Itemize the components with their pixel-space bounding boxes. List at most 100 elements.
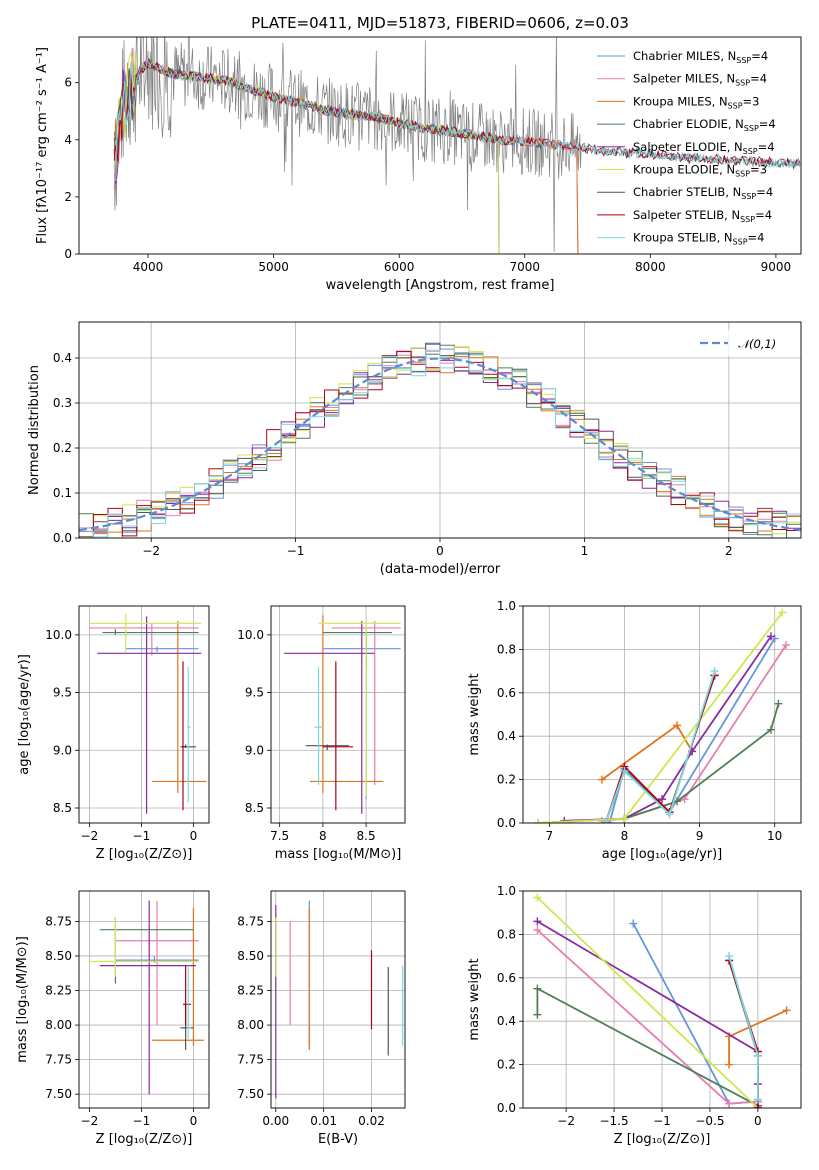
residuals-ylabel: Normed distribution: [27, 365, 42, 495]
age-vs-mass-xtick-label: 7.5: [270, 829, 289, 843]
spectrum-xlabel: wavelength [Angstrom, rest frame]: [326, 278, 555, 293]
mass-vs-EBV-xlabel: E(B-V): [318, 1132, 358, 1147]
mass-weight-vs-age-ytick-label: 0.6: [497, 686, 516, 700]
mass-weight-vs-Z-xtick-label: −1: [653, 1114, 671, 1128]
mass-weight-vs-age-marker: [597, 775, 606, 784]
mass-weight-vs-age-series-line: [601, 644, 787, 822]
normal-reference-curve: [79, 357, 801, 532]
mass-weight-vs-Z-series-line: [632, 923, 758, 1105]
mass-vs-EBV-plot-area: [275, 900, 404, 1099]
age-vs-Z-xtick-label: −2: [81, 829, 99, 843]
mass-weight-vs-age-series-line: [537, 611, 783, 823]
mass-weight-vs-Z-marker: [533, 1010, 542, 1019]
spectrum-model-line: [113, 48, 579, 254]
mass-vs-Z-ytick-label: 7.75: [45, 1053, 72, 1067]
age-vs-Z-ytick-label: 9.5: [53, 686, 72, 700]
residuals-ytick-label: 0.0: [53, 531, 72, 545]
mass-weight-vs-age-ytick-label: 0.0: [497, 816, 516, 830]
mass-weight-vs-Z-marker: [782, 1006, 791, 1015]
age-vs-Z-xlabel: Z [log₁₀(Z/Z⊙)]: [96, 847, 193, 862]
mass-weight-vs-Z-ytick-label: 0.0: [497, 1101, 516, 1115]
mass-vs-Z-axes: −2 −1 0 7.50 7.75 8.00 8.25 8.50 8.75 Z [log₁₀(Z/…: [15, 890, 210, 1147]
residuals-plot-area: [79, 342, 801, 538]
residuals-xtick-label: 1: [581, 544, 589, 558]
mass-weight-vs-Z-ytick-label: 0.6: [497, 971, 516, 985]
mass-vs-Z-xtick-label: 0: [190, 1114, 198, 1128]
mass-weight-vs-age-marker: [766, 725, 775, 734]
spectrum-xtick-label: 4000: [133, 260, 164, 274]
spectrum-ylabel: Flux [fλ10⁻¹⁷ erg cm⁻² s⁻¹ A⁻¹]: [35, 47, 50, 244]
mass-weight-vs-age-xlabel: age [log₁₀(age/yr)]: [602, 847, 723, 862]
mass-weight-vs-age-marker: [534, 819, 543, 823]
age-vs-mass-xtick-label: 8.5: [357, 829, 376, 843]
age-vs-mass-ytick-label: 9.5: [245, 686, 264, 700]
mass-vs-EBV-ytick-label: 8.50: [237, 949, 264, 963]
mass-weight-vs-age-marker: [781, 641, 790, 650]
spectrum-frame: [78, 36, 802, 255]
spectrum-xtick-label: 8000: [635, 260, 666, 274]
mass-weight-vs-age-ytick-label: 1.0: [497, 599, 516, 613]
residuals-ytick-label: 0.2: [53, 441, 72, 455]
spectrum-ytick-label: 4: [64, 133, 72, 147]
mass-vs-Z-ytick-label: 8.00: [45, 1018, 72, 1032]
mass-weight-vs-Z-marker: [629, 919, 638, 928]
figure-title: PLATE=0411, MJD=51873, FIBERID=0606, z=0…: [251, 14, 629, 32]
mass-weight-vs-age-marker: [673, 721, 682, 730]
mass-weight-vs-Z-ytick-label: 1.0: [497, 884, 516, 898]
mass-weight-vs-age-series-line: [564, 635, 772, 822]
residuals-ytick-label: 0.1: [53, 486, 72, 500]
mass-vs-Z-ytick-label: 8.50: [45, 949, 72, 963]
residuals-xtick-label: −2: [142, 544, 160, 558]
spectrum-xtick-label: 5000: [258, 260, 289, 274]
spectrum-ytick-label: 0: [64, 247, 72, 261]
mass-vs-EBV-xtick-label: 0.02: [358, 1114, 385, 1128]
mass-vs-EBV-ytick-label: 7.75: [237, 1053, 264, 1067]
spectrum-legend-label: Kroupa STELIB, NSSP=4: [633, 231, 764, 247]
age-vs-mass-ytick-label: 9.0: [245, 743, 264, 757]
age-vs-Z-ylabel: age [log₁₀(age/yr)]: [17, 654, 32, 775]
mass-vs-EBV-xtick-label: 0.00: [262, 1114, 289, 1128]
age-vs-mass-xtick-label: 8: [319, 829, 327, 843]
mass-weight-vs-age-marker: [710, 667, 719, 676]
mass-weight-vs-Z-marker: [753, 1104, 762, 1108]
mass-weight-vs-Z-ytick-label: 0.4: [497, 1014, 516, 1028]
mass-weight-vs-Z-series-line: [536, 987, 759, 1107]
mass-vs-Z-xtick-label: −1: [133, 1114, 151, 1128]
age-vs-mass-axes: 7.5 8 8.5 8.5 9.0 9.5 10.0 mass [log₁₀(M/M⊙)]: [237, 605, 406, 862]
age-vs-Z-ytick-label: 8.5: [53, 801, 72, 815]
residuals-legend-label: 𝒩(0,1): [738, 337, 776, 351]
residuals-histogram-step: [79, 342, 801, 538]
mass-weight-vs-Z-xtick-label: −1.5: [599, 1114, 628, 1128]
mass-weight-vs-Z-xtick-label: 0: [754, 1114, 762, 1128]
age-vs-mass-xlabel: mass [log₁₀(M/M⊙)]: [275, 847, 402, 862]
age-vs-Z-axes: −2 −1 0 8.5 9.0 9.5 10.0 Z [log₁₀(Z/Z⊙)] age [lo…: [17, 605, 210, 862]
spectrum-ytick-label: 2: [64, 190, 72, 204]
spectrum-model-line: [113, 51, 500, 254]
mass-weight-vs-age-marker: [601, 819, 610, 823]
mass-vs-EBV-ytick-label: 8.00: [237, 1018, 264, 1032]
age-vs-Z-frame: [78, 605, 210, 824]
spectrum-legend-label: Kroupa ELODIE, NSSP=3: [633, 163, 767, 179]
mass-weight-vs-age-ylabel: mass weight: [467, 673, 482, 755]
mass-vs-Z-ylabel: mass [log₁₀(M/M⊙)]: [15, 936, 30, 1063]
mass-vs-Z-plot-area: [89, 900, 204, 1095]
residuals-xtick-label: −1: [287, 544, 305, 558]
mass-vs-Z-xtick-label: −2: [81, 1114, 99, 1128]
mass-vs-Z-ytick-label: 8.25: [45, 984, 72, 998]
mass-weight-vs-Z-marker: [533, 926, 542, 935]
mass-weight-vs-age-marker: [766, 632, 775, 641]
mass-weight-vs-Z-ytick-label: 0.2: [497, 1058, 516, 1072]
age-vs-mass-frame: [270, 605, 406, 824]
spectrum-legend-label: Salpeter ELODIE, NSSP=4: [633, 140, 775, 156]
age-vs-mass-plot-area: [283, 615, 401, 814]
mass-vs-EBV-ytick-label: 7.50: [237, 1087, 264, 1101]
mass-weight-vs-Z-marker: [753, 1051, 762, 1060]
mass-weight-vs-Z-marker: [533, 984, 542, 993]
age-vs-Z-plot-area: [89, 614, 207, 814]
mass-weight-vs-age-marker: [774, 699, 783, 708]
mass-weight-vs-age-axes: 7 8 9 10 0.0 0.2 0.4 0.6 0.8 1.0 age [log₁₀(age/yr…: [467, 599, 802, 862]
residuals-ytick-label: 0.4: [53, 351, 72, 365]
residuals-ytick-label: 0.3: [53, 396, 72, 410]
